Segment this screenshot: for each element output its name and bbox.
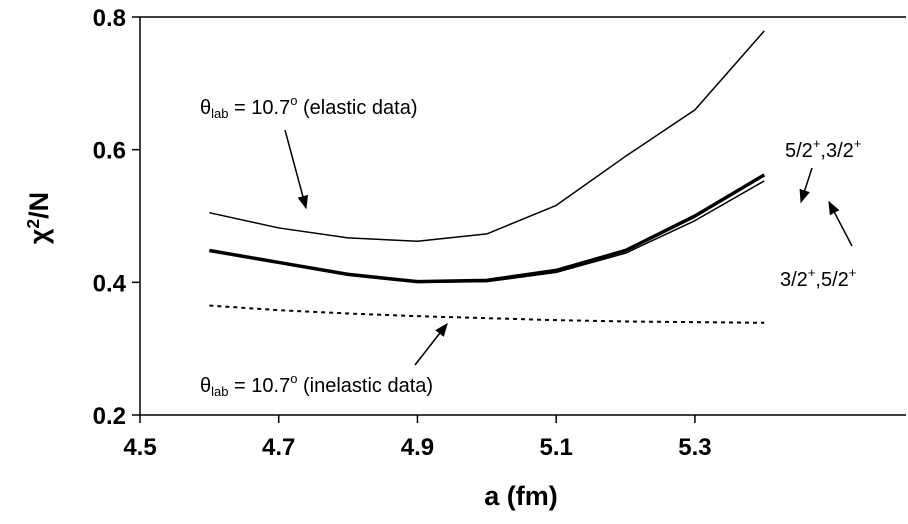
annotation-part: + [854, 136, 862, 151]
annotation-part: 3/2 [780, 269, 808, 291]
line-series [209, 30, 765, 242]
y-tick-label: 0.4 [93, 270, 127, 297]
y-axis-title-part: 2 [23, 219, 43, 229]
annotation-part: θ [200, 375, 211, 397]
y-tick-label: 0.6 [93, 138, 126, 165]
x-axis-title: a (fm) [484, 481, 558, 511]
annotation-part: + [813, 136, 821, 151]
annotation: θlab = 10.7o (elastic data) [200, 93, 418, 121]
arrow [284, 129, 309, 210]
x-tick-label: 4.5 [123, 434, 156, 461]
arrow [799, 167, 813, 204]
plot-frame [139, 16, 906, 416]
annotation-part: = 10.7 [228, 97, 290, 119]
annotation-part: + [849, 265, 857, 280]
x-tick-label: 5.1 [539, 434, 572, 461]
annotation-part: lab [211, 384, 228, 399]
annotation-part: ,5/2 [815, 269, 848, 291]
y-tick-label: 0.8 [93, 5, 126, 32]
x-tick-label: 4.9 [401, 434, 434, 461]
annotation-part: lab [211, 106, 228, 121]
annotation-part: + [808, 265, 816, 280]
annotation-part: ,3/2 [820, 140, 853, 162]
line-series [209, 304, 765, 324]
annotation-part: (inelastic data) [297, 375, 433, 397]
annotation: 3/2+,5/2+ [780, 265, 856, 291]
x-tick-label: 5.3 [678, 434, 711, 461]
annotation-part: = 10.7 [228, 375, 290, 397]
y-tick-label: 0.2 [93, 403, 126, 430]
y-axis-title-part: χ [24, 228, 54, 244]
annotation: 5/2+,3/2+ [785, 136, 861, 162]
annotation-part: o [290, 93, 297, 108]
annotation: θlab = 10.7o (inelastic data) [200, 371, 433, 399]
arrow [414, 322, 448, 366]
annotation-part: θ [200, 97, 211, 119]
y-axis-title-part: /N [24, 192, 54, 219]
y-axis-title: χ2/N [23, 192, 54, 244]
line-series [209, 180, 765, 284]
annotation-part: 5/2 [785, 140, 813, 162]
x-tick-label: 4.7 [262, 434, 295, 461]
annotation-part: o [290, 371, 297, 386]
annotation-part: (elastic data) [297, 97, 417, 119]
arrow [828, 200, 853, 247]
